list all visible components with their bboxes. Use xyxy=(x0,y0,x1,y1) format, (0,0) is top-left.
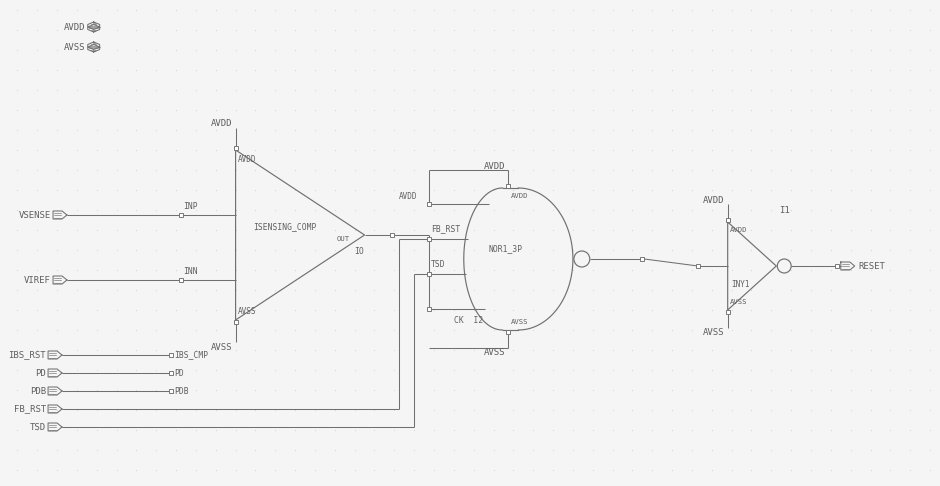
Text: PD: PD xyxy=(36,368,46,378)
Bar xyxy=(507,330,510,334)
Bar xyxy=(179,278,183,282)
Bar xyxy=(427,272,431,276)
Bar xyxy=(179,213,183,217)
Circle shape xyxy=(574,251,589,267)
Text: IBS_RST: IBS_RST xyxy=(8,350,46,360)
Bar xyxy=(169,371,173,375)
Text: INY1: INY1 xyxy=(731,279,750,289)
Bar xyxy=(169,389,173,393)
Text: PD: PD xyxy=(174,368,184,378)
Text: I1: I1 xyxy=(779,206,790,214)
Text: AVSS: AVSS xyxy=(212,343,232,351)
Bar xyxy=(696,264,700,268)
Text: AVSS: AVSS xyxy=(484,347,506,357)
Text: INN: INN xyxy=(183,266,197,276)
Text: AVDD: AVDD xyxy=(484,161,506,171)
Text: INP: INP xyxy=(183,202,197,210)
Text: TSD: TSD xyxy=(431,260,446,268)
Text: PDB: PDB xyxy=(174,386,189,396)
Text: AVSS: AVSS xyxy=(703,328,725,336)
Bar xyxy=(390,233,394,237)
Text: AVSS: AVSS xyxy=(238,307,256,315)
Text: FB_RST: FB_RST xyxy=(14,404,46,414)
Text: AVDD: AVDD xyxy=(64,22,86,32)
Text: AVDD: AVDD xyxy=(703,195,725,205)
Bar xyxy=(169,353,173,357)
Bar xyxy=(726,218,729,222)
Bar xyxy=(507,184,510,188)
Bar xyxy=(726,310,729,314)
Text: IO: IO xyxy=(354,246,365,256)
Text: AVSS: AVSS xyxy=(64,42,86,52)
Text: PDB: PDB xyxy=(30,386,46,396)
Bar xyxy=(427,307,431,311)
Text: NOR1_3P: NOR1_3P xyxy=(488,244,523,254)
Text: RESET: RESET xyxy=(858,261,885,271)
Text: AVSS: AVSS xyxy=(729,299,747,305)
Text: AVDD: AVDD xyxy=(400,191,417,201)
Text: AVDD: AVDD xyxy=(729,227,747,233)
Bar xyxy=(234,320,238,324)
Text: ISENSING_COMP: ISENSING_COMP xyxy=(254,223,317,231)
Bar xyxy=(234,146,238,150)
Text: CK  I2: CK I2 xyxy=(454,315,483,325)
Text: TSD: TSD xyxy=(30,422,46,432)
Circle shape xyxy=(777,259,791,273)
Text: FB_RST: FB_RST xyxy=(431,225,461,233)
Text: AVDD: AVDD xyxy=(510,193,528,199)
Text: IBS_CMP: IBS_CMP xyxy=(174,350,208,360)
Text: AVDD: AVDD xyxy=(238,155,256,163)
Bar xyxy=(427,237,431,241)
Bar xyxy=(640,257,644,261)
Bar xyxy=(835,264,838,268)
Text: VSENSE: VSENSE xyxy=(19,210,51,220)
Text: AVDD: AVDD xyxy=(212,119,232,127)
Text: VIREF: VIREF xyxy=(24,276,51,284)
Text: OUT: OUT xyxy=(337,236,350,242)
Bar xyxy=(427,202,431,206)
Text: AVSS: AVSS xyxy=(510,319,528,325)
